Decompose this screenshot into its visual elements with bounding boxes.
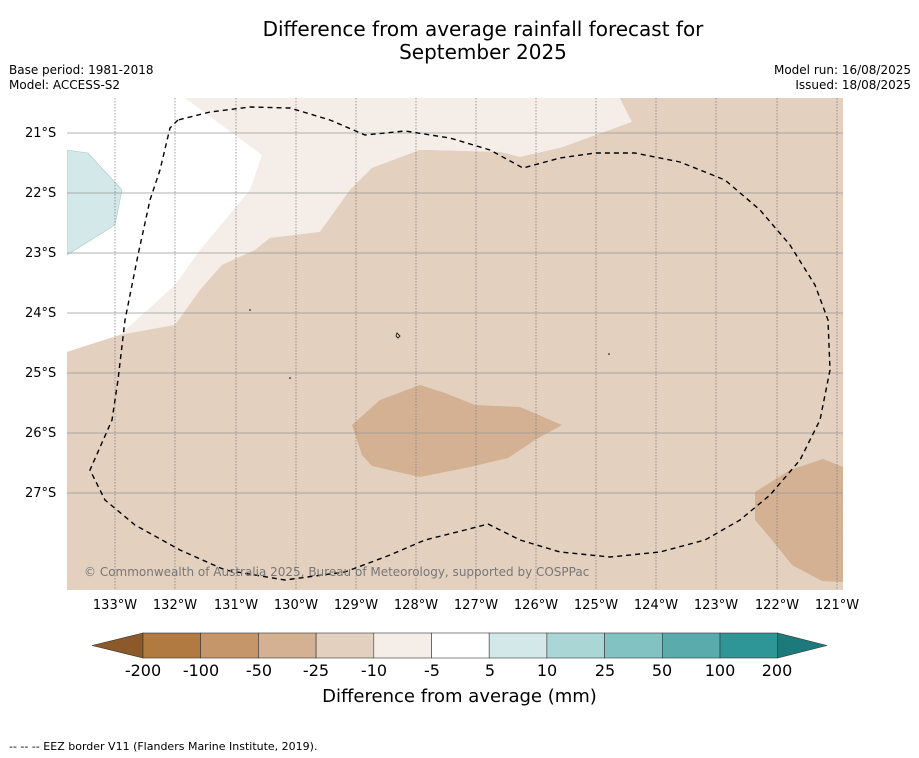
colorbar-tick: 10 [536,661,558,680]
colorbar-tick: -5 [424,661,440,680]
region-tan-main [67,98,843,590]
lat-label: 25°S [25,366,57,381]
lat-label: 27°S [25,486,57,501]
issued-date: Issued: 18/08/2025 [795,78,911,92]
model-name: Model: ACCESS-S2 [9,78,121,92]
colorbar-swatch [315,632,375,659]
colorbar-swatch [431,632,490,659]
region-white [67,98,262,352]
lon-label: 121°W [814,598,860,613]
lon-label: 123°W [693,598,739,613]
colorbar-tick: -50 [245,661,273,680]
island-dot [608,353,610,355]
island-dot [289,377,291,379]
colorbar-tick: 200 [761,661,793,680]
eez-border [89,106,831,581]
colorbar-swatch [258,632,317,659]
colorbar-tick: 50 [651,661,673,680]
base-period: Base period: 1981-2018 [9,63,154,77]
lat-label: 21°S [25,126,57,141]
colorbar-swatch [488,632,548,659]
region-brown-southeast [755,459,843,582]
lon-label: 128°W [393,598,439,613]
colorbar-extend-low [91,632,144,659]
lat-label: 23°S [25,246,57,261]
island-dot [249,309,251,311]
copyright-notice: © Commonwealth of Australia 2025, Bureau… [84,565,590,579]
lon-label: 133°W [92,598,138,613]
lon-label: 125°W [573,598,619,613]
lon-gridlines [114,98,838,590]
lon-label: 126°W [513,598,559,613]
lon-label: 122°W [754,598,800,613]
lon-label: 124°W [633,598,679,613]
map-title: Difference from average rainfall forecas… [0,18,919,64]
colorbar-swatch [142,632,202,659]
colorbar-tick: -200 [124,661,162,680]
colorbar-tick: -100 [182,661,220,680]
region-teal [67,149,123,256]
colorbar-swatch [719,632,779,659]
colorbar-tick: -25 [302,661,330,680]
title-line-1: Difference from average rainfall forecas… [262,17,704,41]
title-line-2: September 2025 [399,40,567,64]
colorbar-tick: 5 [484,661,496,680]
colorbar-label: Difference from average (mm) [322,686,597,707]
region-brown-center [352,385,562,477]
lon-label: 129°W [333,598,379,613]
colorbar-swatch [546,632,605,659]
lon-label: 130°W [273,598,319,613]
colorbar [91,632,828,659]
lat-label: 26°S [25,426,57,441]
meta-right: Model run: 16/08/2025 Issued: 18/08/2025 [774,63,911,93]
colorbar-extend-high [777,632,828,659]
colorbar-swatch [373,632,432,659]
footnote-eez: -- -- -- EEZ border V11 (Flanders Marine… [9,740,318,753]
colorbar-swatch [200,632,259,659]
lat-gridlines [67,132,843,494]
colorbar-swatch [661,632,721,659]
meta-left: Base period: 1981-2018 Model: ACCESS-S2 [9,63,154,93]
colorbar-tick: 25 [594,661,616,680]
colorbar-tick: -10 [360,661,388,680]
lat-label: 24°S [25,306,57,321]
lon-label: 132°W [152,598,198,613]
island-outline [395,332,401,339]
model-run: Model run: 16/08/2025 [773,63,911,77]
lon-label: 131°W [213,598,259,613]
lon-label: 127°W [453,598,499,613]
colorbar-tick: 100 [704,661,736,680]
colorbar-swatch [604,632,663,659]
lat-label: 22°S [25,186,57,201]
